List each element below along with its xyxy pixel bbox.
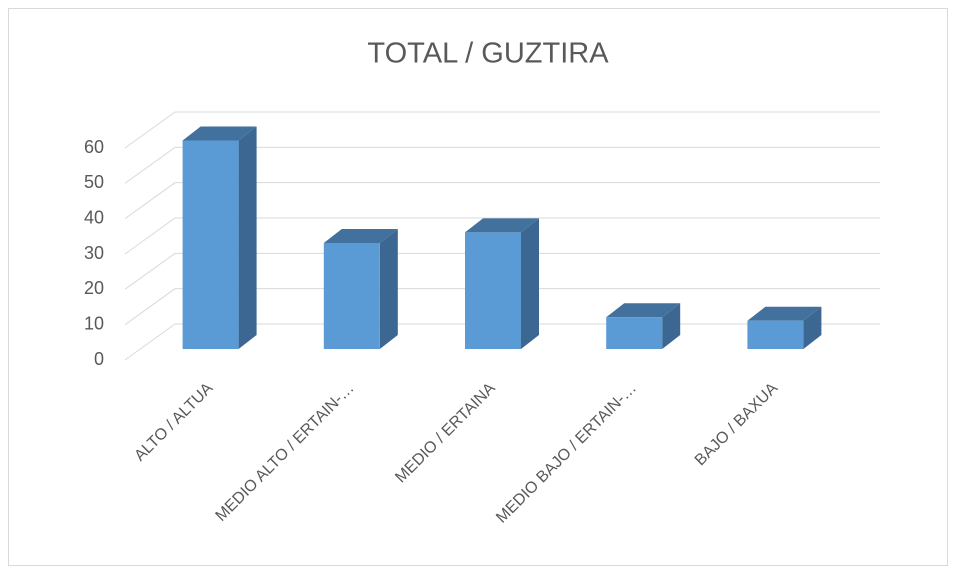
- bar-top: [465, 218, 539, 233]
- bar-top: [747, 306, 822, 321]
- bar-side: [662, 303, 681, 349]
- bar: [182, 126, 257, 350]
- bar-top: [182, 126, 257, 141]
- bar-front: [606, 317, 663, 349]
- y-tick-label: 20: [84, 278, 104, 298]
- bar-side: [521, 218, 539, 349]
- y-tick-label: 30: [84, 243, 104, 263]
- bar-side: [379, 229, 398, 349]
- y-tick-label: 0: [94, 349, 104, 369]
- chart-title: TOTAL / GUZTIRA: [367, 38, 609, 70]
- bar-top: [606, 303, 681, 318]
- bar-front: [182, 140, 239, 349]
- bar: [747, 306, 822, 349]
- grid-line: [124, 288, 880, 326]
- y-tick-label: 40: [84, 207, 104, 227]
- bar: [323, 229, 398, 349]
- grid-line: [124, 217, 880, 255]
- y-tick-label: 60: [84, 137, 104, 157]
- bar-front: [747, 320, 804, 349]
- grid-line: [124, 146, 880, 184]
- bar: [606, 303, 681, 349]
- y-tick-label: 10: [84, 313, 104, 333]
- grid-line: [124, 111, 880, 149]
- bar-top: [323, 229, 398, 243]
- bar-side: [803, 306, 822, 349]
- grid-line: [124, 182, 880, 220]
- bar: [465, 218, 539, 349]
- bar-side: [238, 126, 257, 350]
- grid-line: [124, 252, 880, 290]
- bar-front: [465, 232, 521, 349]
- y-tick-label: 50: [84, 172, 104, 192]
- bar-front: [323, 243, 380, 349]
